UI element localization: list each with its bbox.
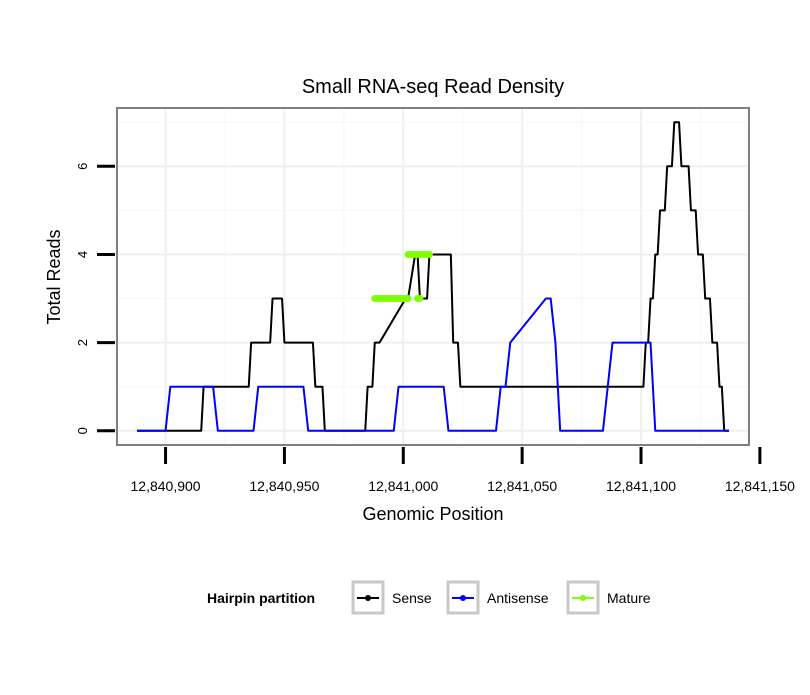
x-tick-label: 12,841,100 [606,478,676,494]
legend-label-antisense: Antisense [487,590,549,606]
legend-item-mature: Mature [566,580,651,615]
legend-label-sense: Sense [392,590,432,606]
legend-item-sense: Sense [351,580,432,615]
series-line-antisense [137,297,729,432]
legend-item-antisense: Antisense [446,580,549,615]
series-point-mature [404,295,412,303]
series-point-mature [416,295,424,303]
legend-swatch-point-sense [365,595,371,601]
x-tick-label: 12,840,900 [131,478,201,494]
y-axis-label: Total Reads [44,229,64,324]
legend-label-mature: Mature [607,590,651,606]
y-tick-label: 6 [75,163,90,170]
chart-title: Small RNA-seq Read Density [302,76,564,98]
series-line-sense [137,121,729,432]
y-tick-label: 4 [75,251,90,258]
x-tick-label: 12,841,000 [368,478,438,494]
x-tick-label: 12,841,150 [725,478,795,494]
series-layer [137,121,729,432]
series-point-mature [425,250,433,258]
legend: Hairpin partition Sense Antisense Mature [207,580,651,615]
x-axis-label: Genomic Position [362,504,503,524]
plot-panel [116,107,750,446]
y-tick-label: 2 [75,339,90,346]
axes: 12,840,900 12,840,950 12,841,000 12,841,050… [75,163,795,494]
x-tick-label: 12,840,950 [249,478,319,494]
x-tick-label: 12,841,050 [487,478,557,494]
legend-title: Hairpin partition [207,590,315,606]
y-tick-label: 0 [75,427,90,434]
legend-swatch-point-antisense [460,595,466,601]
legend-swatch-point-mature [580,595,586,601]
